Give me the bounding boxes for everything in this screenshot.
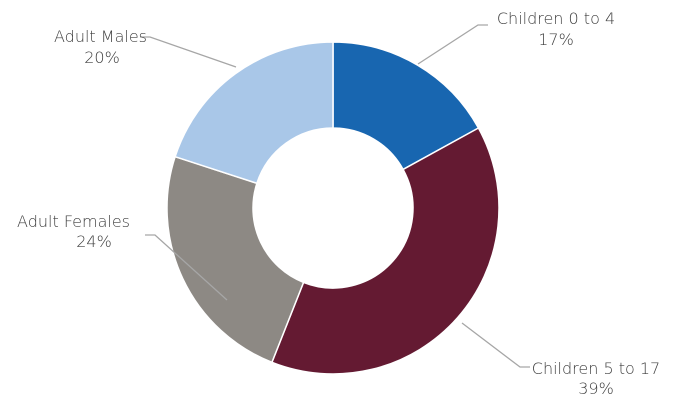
slice-children-5-to-17 <box>270 127 500 375</box>
slice-children-0-to-4 <box>332 41 480 171</box>
label-name-children-5-17: Children 5 to 17 <box>532 359 660 378</box>
leader-line-children-0-4 <box>417 24 488 65</box>
leader-line-adult-males <box>140 36 237 68</box>
label-value-adult-females: 24% <box>76 232 112 251</box>
slice-adult-males <box>174 41 334 185</box>
leader-line-children-5-17 <box>461 322 530 368</box>
label-name-adult-females: Adult Females <box>17 212 130 231</box>
slices-group <box>166 41 500 375</box>
label-value-children-0-4: 17% <box>538 30 574 49</box>
slice-adult-females <box>166 155 305 364</box>
label-value-adult-males: 20% <box>84 48 120 67</box>
leader-line-adult-females <box>145 234 228 301</box>
label-name-children-0-4: Children 0 to 4 <box>497 9 615 28</box>
label-name-adult-males: Adult Males <box>54 27 147 46</box>
label-value-children-5-17: 39% <box>578 379 614 398</box>
